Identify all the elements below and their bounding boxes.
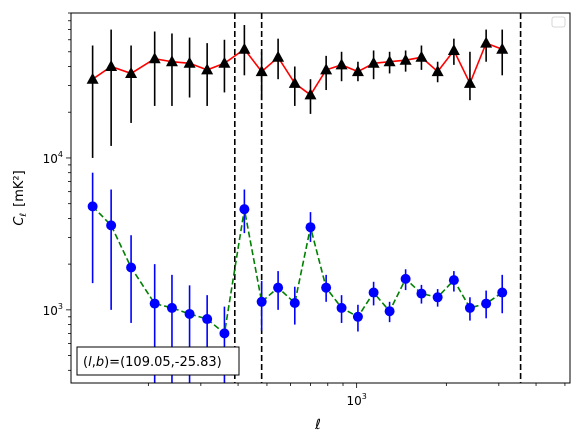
data-point: [496, 42, 509, 54]
series-0: [86, 25, 509, 158]
data-point: [148, 52, 161, 64]
data-point: [336, 302, 347, 313]
svg-text:Cℓ[mK²]: Cℓ[mK²]: [12, 170, 29, 225]
data-point: [400, 273, 411, 284]
data-point: [352, 311, 363, 322]
data-point: [219, 328, 230, 339]
data-point: [399, 53, 412, 65]
data-point: [256, 296, 267, 307]
data-point: [288, 76, 301, 88]
data-point: [126, 262, 137, 273]
data-point: [165, 55, 178, 67]
data-point: [125, 66, 138, 78]
data-point: [351, 65, 364, 77]
data-point: [368, 287, 379, 298]
y-tick-label: 103: [43, 302, 63, 318]
data-point: [184, 308, 195, 319]
data-point: [320, 63, 333, 75]
data-point: [480, 36, 493, 48]
data-point: [106, 220, 117, 231]
data-point: [384, 306, 395, 317]
data-point: [335, 58, 348, 70]
data-point: [415, 50, 428, 62]
data-point: [149, 298, 160, 309]
data-point: [367, 56, 380, 68]
data-point: [304, 88, 317, 100]
plot-frame: [70, 12, 571, 384]
data-point: [105, 59, 118, 71]
data-point: [239, 204, 250, 215]
data-point: [202, 314, 213, 325]
data-point: [255, 65, 268, 77]
data-point: [305, 222, 316, 233]
data-point: [463, 76, 476, 88]
data-point: [448, 275, 459, 286]
data-point: [416, 288, 427, 299]
data-point: [87, 201, 98, 212]
legend-box: [551, 16, 566, 28]
annotation-text: (l,b)=(109.05,-25.83): [83, 355, 222, 370]
data-point: [497, 287, 508, 298]
data-point: [431, 65, 444, 77]
annotation-box: (l,b)=(109.05,-25.83): [76, 346, 240, 376]
y-tick-label: 104: [43, 150, 63, 166]
data-point: [272, 50, 285, 62]
data-point: [432, 292, 443, 303]
data-point: [273, 282, 284, 293]
data-point: [481, 298, 492, 309]
data-point: [86, 72, 99, 84]
data-point: [183, 56, 196, 68]
data-point: [166, 302, 177, 313]
axis-ticks: 103 103 104: [43, 12, 566, 408]
data-point: [201, 63, 214, 75]
x-axis-label: ℓ: [314, 417, 321, 433]
data-point: [238, 42, 251, 54]
data-point: [218, 56, 231, 68]
y-axis-label: Cℓ[mK²]: [12, 170, 29, 225]
data-point: [289, 297, 300, 308]
x-tick-label: 103: [346, 392, 366, 408]
data-point: [383, 55, 396, 67]
data-point: [321, 282, 332, 293]
data-point: [447, 43, 460, 55]
data-point: [464, 302, 475, 313]
